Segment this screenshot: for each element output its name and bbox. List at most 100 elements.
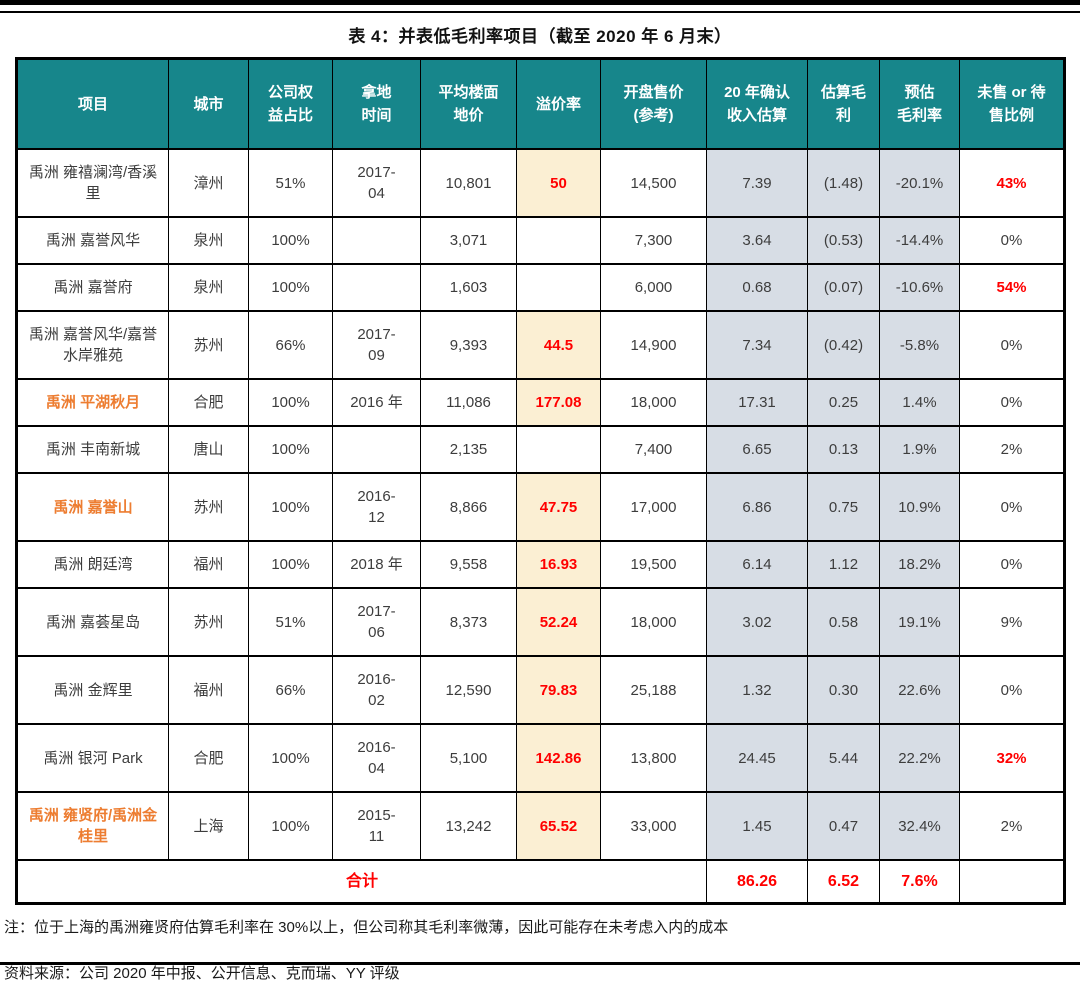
cell-floor-price: 12,590 [420,655,517,725]
cell-gross-profit: (1.48) [807,148,880,218]
cell-premium: 52.24 [516,587,601,657]
cell-opening-price: 14,900 [600,310,707,380]
cell-project: 禹洲 朗廷湾 [16,540,169,589]
total-unsold [959,859,1065,905]
cell-floor-price: 5,100 [420,723,517,793]
cell-land-date [332,216,421,265]
cell-gross-profit: (0.07) [807,263,880,312]
column-header: 溢价率 [516,57,601,150]
column-header: 预估 毛利率 [879,57,960,150]
table-row: 禹洲 朗廷湾 福州 100% 2018 年 9,558 16.93 19,500 6.14 1.… [16,540,1065,589]
cell-gross-margin: 1.9% [879,425,960,474]
cell-unsold: 0% [959,655,1065,725]
cell-floor-price: 11,086 [420,378,517,427]
cell-city: 福州 [168,655,249,725]
cell-gross-profit: 1.12 [807,540,880,589]
cell-project: 禹洲 嘉誉府 [16,263,169,312]
cell-opening-price: 7,400 [600,425,707,474]
cell-gross-profit: (0.53) [807,216,880,265]
cell-city: 合肥 [168,378,249,427]
cell-equity: 100% [248,425,333,474]
cell-floor-price: 9,393 [420,310,517,380]
cell-gross-margin: -10.6% [879,263,960,312]
cell-city: 泉州 [168,263,249,312]
cell-unsold: 9% [959,587,1065,657]
cell-gross-margin: 32.4% [879,791,960,861]
cell-floor-price: 1,603 [420,263,517,312]
cell-gross-profit: 0.25 [807,378,880,427]
total-label: 合计 [16,859,707,905]
footnote: 注：位于上海的禹洲雍贤府估算毛利率在 30%以上，但公司称其毛利率微薄，因此可能… [4,919,729,936]
cell-gross-profit: 0.30 [807,655,880,725]
cell-gross-margin: 18.2% [879,540,960,589]
cell-gross-margin: -5.8% [879,310,960,380]
cell-equity: 100% [248,723,333,793]
low-margin-projects-table: 项目 城市 公司权 益占比 拿地 时间 平均楼面 地价 溢价率 开盘售价 (参考) 20 年确… [15,57,1066,905]
cell-gross-margin: 22.6% [879,655,960,725]
cell-gross-margin: 22.2% [879,723,960,793]
cell-equity: 100% [248,263,333,312]
header-row: 项目 城市 公司权 益占比 拿地 时间 平均楼面 地价 溢价率 开盘售价 (参考) 20 年确… [16,57,1065,150]
cell-land-date: 2017- 06 [332,587,421,657]
cell-opening-price: 13,800 [600,723,707,793]
cell-gross-margin: 10.9% [879,472,960,542]
cell-opening-price: 19,500 [600,540,707,589]
cell-gross-margin: 19.1% [879,587,960,657]
cell-gross-profit: 0.75 [807,472,880,542]
cell-premium: 177.08 [516,378,601,427]
cell-revenue-2020: 3.64 [706,216,808,265]
cell-revenue-2020: 7.34 [706,310,808,380]
cell-revenue-2020: 6.65 [706,425,808,474]
cell-opening-price: 25,188 [600,655,707,725]
cell-unsold: 2% [959,425,1065,474]
cell-land-date: 2018 年 [332,540,421,589]
table-row: 禹洲 雍禧澜湾/香溪里 漳州 51% 2017- 04 10,801 50 14,500 7.… [16,148,1065,218]
cell-unsold: 32% [959,723,1065,793]
cell-premium: 65.52 [516,791,601,861]
cell-opening-price: 14,500 [600,148,707,218]
cell-premium: 47.75 [516,472,601,542]
table-row: 禹洲 金辉里 福州 66% 2016- 02 12,590 79.83 25,188 1.32… [16,655,1065,725]
cell-premium: 79.83 [516,655,601,725]
cell-unsold: 0% [959,540,1065,589]
total-row: 合计 86.26 6.52 7.6% [16,859,1065,905]
cell-gross-profit: 0.13 [807,425,880,474]
cell-floor-price: 3,071 [420,216,517,265]
table-row: 禹洲 银河 Park 合肥 100% 2016- 04 5,100 142.86 13,80… [16,723,1065,793]
cell-opening-price: 18,000 [600,378,707,427]
cell-revenue-2020: 1.45 [706,791,808,861]
cell-gross-profit: 0.47 [807,791,880,861]
column-header: 项目 [16,57,169,150]
cell-project: 禹洲 金辉里 [16,655,169,725]
cell-equity: 66% [248,655,333,725]
cell-opening-price: 7,300 [600,216,707,265]
cell-project: 禹洲 银河 Park [16,723,169,793]
cell-equity: 100% [248,216,333,265]
cell-premium [516,425,601,474]
cell-premium: 16.93 [516,540,601,589]
column-header: 平均楼面 地价 [420,57,517,150]
cell-floor-price: 8,866 [420,472,517,542]
cell-opening-price: 18,000 [600,587,707,657]
cell-project: 禹洲 嘉誉风华 [16,216,169,265]
cell-floor-price: 2,135 [420,425,517,474]
cell-revenue-2020: 7.39 [706,148,808,218]
cell-revenue-2020: 17.31 [706,378,808,427]
cell-city: 苏州 [168,472,249,542]
cell-project: 禹洲 丰南新城 [16,425,169,474]
cell-revenue-2020: 24.45 [706,723,808,793]
source-line: 资料来源：公司 2020 年中报、公开信息、克而瑞、YY 评级 [4,965,400,982]
cell-land-date: 2016 年 [332,378,421,427]
column-header: 拿地 时间 [332,57,421,150]
total-gross-profit: 6.52 [807,859,880,905]
cell-floor-price: 9,558 [420,540,517,589]
cell-land-date: 2015- 11 [332,791,421,861]
cell-gross-margin: -20.1% [879,148,960,218]
top-thin-rule [0,11,1080,13]
cell-land-date: 2016- 12 [332,472,421,542]
column-header: 未售 or 待 售比例 [959,57,1065,150]
cell-city: 唐山 [168,425,249,474]
cell-city: 泉州 [168,216,249,265]
cell-floor-price: 13,242 [420,791,517,861]
cell-equity: 100% [248,378,333,427]
